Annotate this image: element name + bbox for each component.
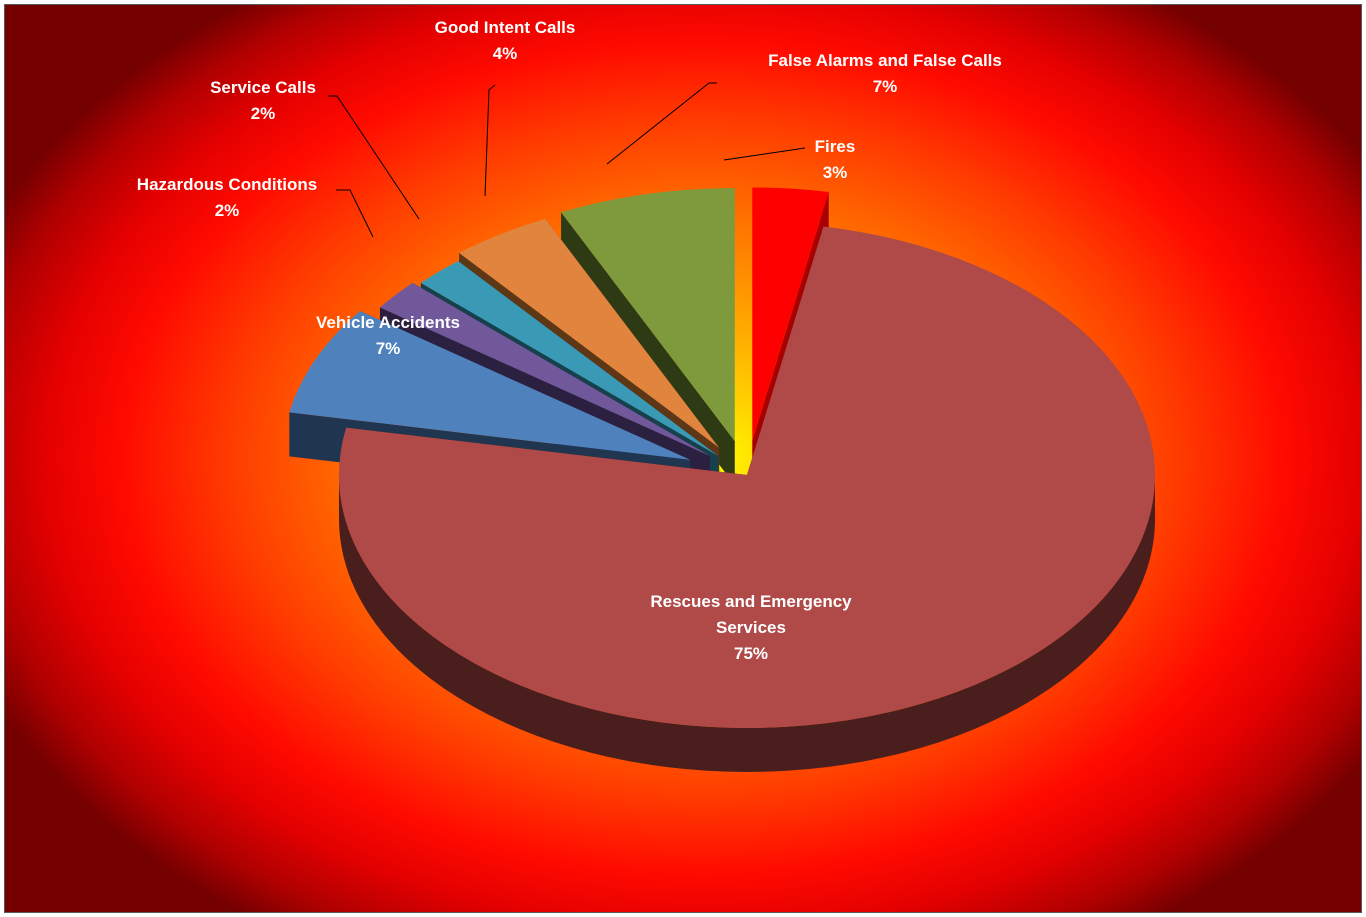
- slice-label-4: Service Calls: [210, 78, 316, 97]
- slice-label-3: Hazardous Conditions: [137, 175, 317, 194]
- leader-line-4: [328, 95, 420, 220]
- pie-slice-1: [338, 226, 1155, 772]
- slice-label-0: Fires: [815, 137, 856, 156]
- slice-label-2: Vehicle Accidents: [316, 313, 460, 332]
- slice-percent-1: 75%: [734, 644, 768, 663]
- slice-percent-3: 2%: [215, 201, 240, 220]
- pie-chart: Fires 3% Rescues and Emergency Services 75% V…: [137, 18, 1155, 772]
- slice-label-1: Rescues and Emergency Services: [650, 592, 852, 637]
- leader-line-5: [484, 84, 496, 197]
- slice-percent-5: 4%: [493, 44, 518, 63]
- slice-percent-4: 2%: [251, 104, 276, 123]
- slice-percent-2: 7%: [376, 339, 401, 358]
- slice-label-6: False Alarms and False Calls: [768, 51, 1002, 70]
- slice-label-5: Good Intent Calls: [435, 18, 576, 37]
- slice-percent-0: 3%: [823, 163, 848, 182]
- leader-line-3: [336, 189, 374, 238]
- chart-area: Fires 3% Rescues and Emergency Services 75% V…: [4, 4, 1362, 913]
- leader-line-0: [723, 147, 806, 161]
- leader-line-6: [606, 82, 717, 165]
- slice-percent-6: 7%: [873, 77, 898, 96]
